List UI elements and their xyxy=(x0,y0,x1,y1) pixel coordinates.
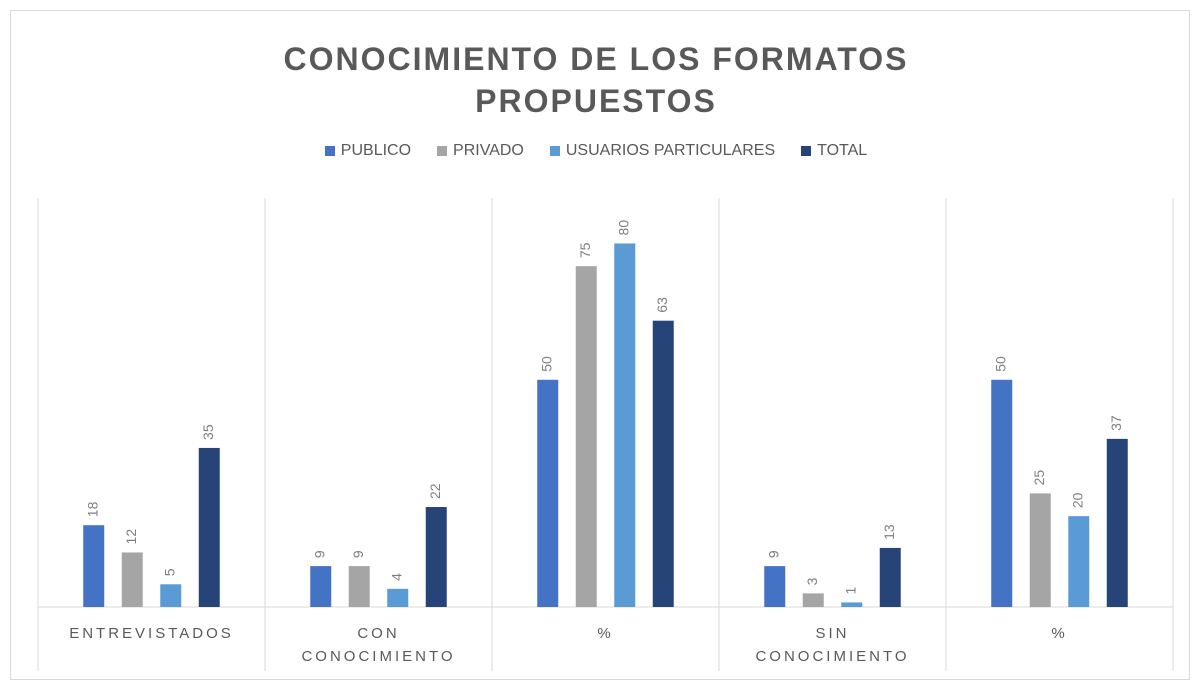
bar xyxy=(425,507,447,607)
legend-item: PRIVADO xyxy=(437,142,524,160)
legend-item: PUBLICO xyxy=(324,142,412,160)
x-tick-label: % xyxy=(597,625,614,642)
data-label: 63 xyxy=(654,297,670,313)
bar xyxy=(614,243,636,607)
bar xyxy=(841,602,863,607)
data-label: 50 xyxy=(992,356,1008,372)
bar xyxy=(1106,438,1128,607)
data-label: 9 xyxy=(311,550,327,558)
bar xyxy=(387,588,409,607)
legend-swatch xyxy=(324,146,335,156)
legend-swatch xyxy=(549,146,560,156)
data-label: 9 xyxy=(350,550,366,558)
data-label: 18 xyxy=(84,501,100,517)
legend-label: USUARIOS PARTICULARES xyxy=(565,142,776,159)
x-tick-label: CON CONOCIMIENTO xyxy=(301,625,456,665)
data-label: 3 xyxy=(804,577,820,585)
data-label: 80 xyxy=(615,220,631,236)
bar xyxy=(348,566,370,607)
data-label: 20 xyxy=(1069,492,1085,508)
legend-swatch xyxy=(801,146,812,156)
bar xyxy=(537,379,559,607)
data-label: 22 xyxy=(427,483,443,499)
data-label: 9 xyxy=(765,550,781,558)
data-label: 1 xyxy=(842,586,858,594)
bar xyxy=(83,525,105,607)
legend-item: TOTAL xyxy=(801,142,867,160)
bar xyxy=(160,584,182,607)
data-label: 13 xyxy=(881,524,897,540)
legend: PUBLICO PRIVADO USUARIOS PARTICULARES TOTAL xyxy=(0,142,1192,160)
bar xyxy=(991,379,1013,607)
data-label: 35 xyxy=(200,424,216,440)
data-label: 12 xyxy=(123,529,139,545)
data-label: 37 xyxy=(1108,415,1124,431)
data-label: 25 xyxy=(1031,470,1047,486)
bar xyxy=(1068,516,1090,607)
data-label: 50 xyxy=(538,356,554,372)
bar xyxy=(1029,493,1051,607)
bar xyxy=(802,593,824,607)
bar xyxy=(764,566,786,607)
bar xyxy=(310,566,332,607)
chart-title: CONOCIMIENTO DE LOS FORMATOS PROPUESTOS xyxy=(283,41,909,119)
data-label: 75 xyxy=(577,242,593,258)
x-tick-label: SIN CONOCIMIENTO xyxy=(755,625,910,665)
data-label: 4 xyxy=(388,573,404,581)
bar xyxy=(879,547,901,607)
bar xyxy=(121,552,143,607)
legend-label: PRIVADO xyxy=(453,142,524,159)
legend-item: USUARIOS PARTICULARES xyxy=(549,142,776,160)
legend-label: PUBLICO xyxy=(340,142,412,159)
bar xyxy=(652,320,674,607)
x-tick-label: ENTREVISTADOS xyxy=(69,625,234,642)
data-label: 5 xyxy=(161,568,177,576)
legend-swatch xyxy=(437,146,448,156)
bar xyxy=(575,266,597,607)
bar xyxy=(198,447,220,607)
x-tick-label: % xyxy=(1051,625,1068,642)
legend-label: TOTAL xyxy=(817,142,868,159)
